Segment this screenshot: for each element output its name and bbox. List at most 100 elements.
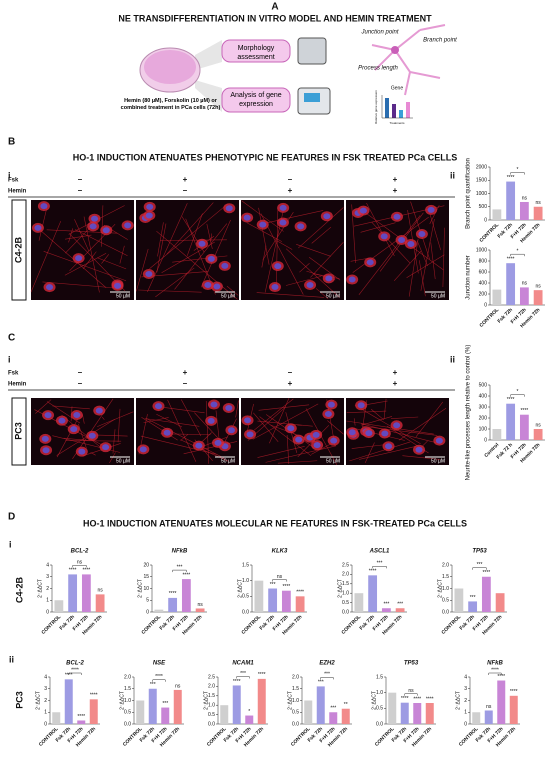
micrograph-fiber (63, 437, 91, 441)
y-tick-label: 1 (46, 598, 49, 604)
bar (492, 289, 502, 305)
bar (413, 703, 422, 724)
bar (341, 708, 350, 724)
bar (136, 700, 145, 724)
micrograph-fiber (327, 420, 344, 435)
bar (268, 588, 278, 612)
micrograph-nucleus (244, 417, 252, 424)
bracket-label: ns (277, 574, 283, 580)
bar (281, 590, 291, 612)
micrograph-fiber (442, 227, 445, 287)
micrograph-nucleus (227, 427, 235, 434)
y-tick-label: 1.0 (124, 698, 131, 704)
micrograph-nucleus (312, 431, 320, 438)
cell-line: PC3 (13, 422, 23, 440)
treatment-sign: + (183, 175, 188, 184)
significance: ns (97, 588, 103, 594)
micrograph-fiber (82, 251, 97, 270)
box (221, 39, 291, 63)
micrograph-fiber (61, 414, 104, 450)
y-tick-label: 1500 (476, 178, 487, 184)
panel-letter: C (8, 333, 15, 344)
micrograph-nucleus (385, 443, 393, 450)
significance: **** (169, 591, 177, 597)
micrograph-nucleus (195, 442, 203, 449)
y-tick-label: 2.0 (342, 572, 349, 578)
micrograph-fiber (101, 205, 104, 247)
significance: *** (318, 680, 324, 686)
micrograph-nucleus (102, 227, 110, 234)
bar (68, 574, 78, 612)
bar (454, 588, 464, 612)
y-tick-label: 2.0 (292, 674, 299, 680)
bar (495, 593, 505, 612)
y-tick-label: 1.0 (376, 690, 383, 696)
micrograph-fiber (235, 400, 239, 418)
micrograph-fiber (149, 203, 229, 270)
chart-title: TP53 (472, 549, 487, 555)
micrograph-nucleus (204, 282, 212, 289)
micrograph-fiber (261, 245, 267, 268)
y-tick-label: 1 (44, 710, 47, 716)
x-tick-label: CONTROL (240, 614, 262, 636)
y-tick-label: 5 (146, 598, 149, 604)
box-text: Morphology assessment (237, 45, 275, 61)
micrograph-nucleus (42, 447, 50, 454)
y-tick-label: 4 (464, 674, 467, 680)
micrograph-fiber (119, 245, 125, 264)
micrograph-fiber (364, 442, 375, 464)
micrograph-nucleus (348, 276, 356, 283)
micrograph-fiber (286, 434, 290, 465)
micrograph-nucleus (295, 436, 303, 443)
y-axis-label: 2⁻ΔΔCT (237, 579, 243, 598)
bar (54, 600, 64, 612)
treatment-note: Hemin (80 µM), Forskolin (10 µM) or comb… (120, 98, 221, 111)
significance: **** (520, 408, 528, 414)
micrograph-nucleus (73, 411, 81, 418)
y-tick-label: 0.0 (208, 721, 215, 727)
significance: **** (233, 679, 241, 685)
bar (304, 700, 313, 724)
micrograph-nucleus (381, 430, 389, 437)
bar (329, 712, 338, 724)
micrograph-fiber (346, 420, 434, 435)
micrograph-fiber (43, 251, 127, 282)
bar (173, 689, 182, 724)
y-axis-label: 2⁻ΔΔCT (371, 691, 377, 710)
bracket (320, 677, 334, 680)
bar (257, 678, 266, 724)
panel-title: HO-1 INDUCTION ATENUATES MOLECULAR NE FE… (83, 518, 467, 528)
micrograph-nucleus (393, 422, 401, 429)
significance: *** (383, 602, 389, 608)
y-tick-label: 0.5 (124, 710, 131, 716)
micrograph-fiber (140, 435, 217, 455)
bar (195, 608, 205, 612)
micrograph-fiber (276, 240, 293, 250)
bar (519, 201, 529, 220)
y-axis-label: 2⁻ΔΔCT (137, 579, 143, 598)
bar (354, 593, 364, 612)
micrograph-fiber (262, 210, 324, 225)
bar (77, 720, 86, 724)
chart-title: BCL-2 (71, 549, 89, 555)
significance: **** (82, 568, 90, 574)
y-tick-label: 1.0 (242, 578, 249, 584)
significance: **** (507, 397, 515, 403)
micrograph-fiber (383, 398, 387, 420)
bar (468, 601, 478, 612)
micrograph-fiber (430, 242, 436, 280)
micrograph-fiber (186, 213, 203, 256)
micrograph-fiber (101, 254, 110, 264)
micrograph-fiber (429, 205, 440, 225)
micrograph-nucleus (44, 412, 52, 419)
bar (64, 679, 73, 724)
micrograph-fiber (65, 440, 122, 442)
significance: **** (65, 673, 73, 679)
treatment-sign: + (393, 379, 398, 388)
significance: * (248, 709, 250, 715)
micrograph-fiber (36, 227, 107, 289)
chart-title: BCL-2 (66, 661, 84, 667)
micrograph-nucleus (40, 203, 48, 210)
